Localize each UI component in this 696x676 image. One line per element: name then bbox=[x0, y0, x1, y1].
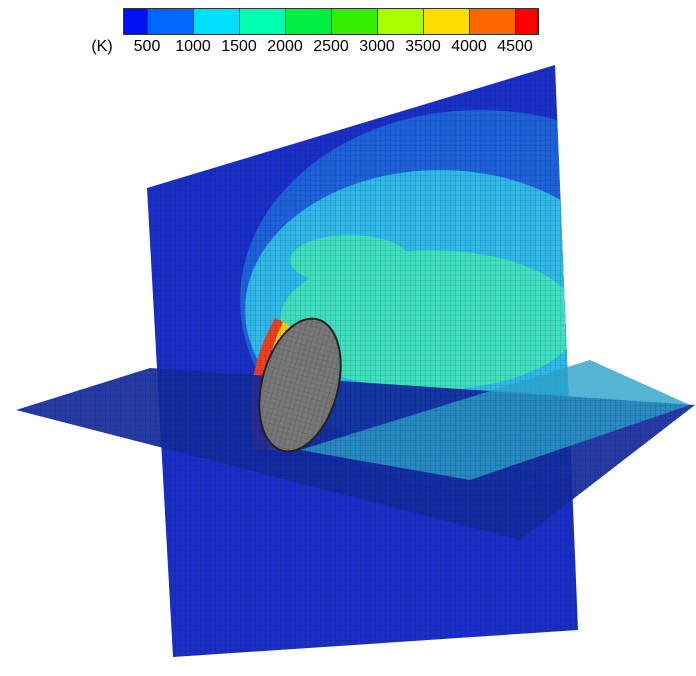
colorbar-tick-label: 2500 bbox=[313, 38, 349, 55]
colorbar-tick-label: 1000 bbox=[175, 38, 211, 55]
colorbar-unit: (K) bbox=[91, 38, 113, 55]
colorbar-segment bbox=[378, 9, 424, 34]
colorbar-segment bbox=[124, 9, 148, 34]
colorbar-tick-label: 3500 bbox=[405, 38, 441, 55]
colorbar-segment bbox=[424, 9, 470, 34]
colorbar bbox=[123, 8, 539, 35]
colorbar-segment bbox=[240, 9, 286, 34]
colorbar-segment bbox=[332, 9, 378, 34]
colorbar-tick-label: 4000 bbox=[451, 38, 487, 55]
colorbar-tick-label: 3000 bbox=[359, 38, 395, 55]
colorbar-segment bbox=[286, 9, 332, 34]
colorbar-tick-label: 1500 bbox=[221, 38, 257, 55]
colorbar-segment bbox=[516, 9, 538, 34]
colorbar-tick-label: 2000 bbox=[267, 38, 303, 55]
colorbar-tick-label: 500 bbox=[133, 38, 161, 55]
colorbar-segment bbox=[194, 9, 240, 34]
colorbar-segment bbox=[470, 9, 516, 34]
colorbar-segment bbox=[148, 9, 194, 34]
colorbar-tick-label: 4500 bbox=[497, 38, 533, 55]
